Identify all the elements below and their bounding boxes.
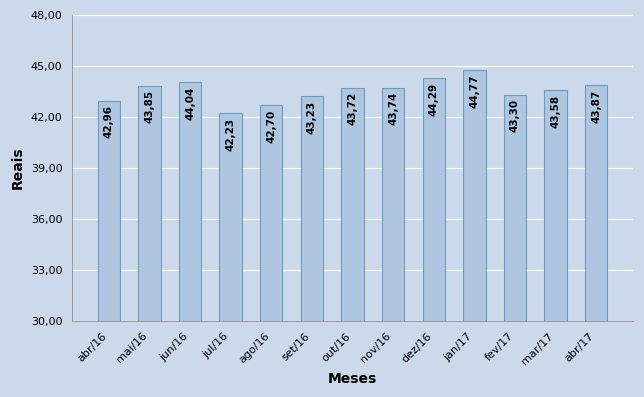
X-axis label: Meses: Meses <box>328 372 377 386</box>
Text: 44,77: 44,77 <box>469 74 479 108</box>
Bar <box>544 90 567 321</box>
Text: 43,23: 43,23 <box>307 100 317 133</box>
Text: 42,23: 42,23 <box>225 118 236 150</box>
Bar <box>341 88 364 321</box>
Text: 44,04: 44,04 <box>185 87 195 120</box>
Text: 44,29: 44,29 <box>429 83 439 116</box>
Bar <box>382 87 404 321</box>
Bar <box>138 86 160 321</box>
Text: 43,74: 43,74 <box>388 92 398 125</box>
Bar <box>301 96 323 321</box>
Bar <box>220 113 242 321</box>
Text: 43,30: 43,30 <box>510 99 520 132</box>
Text: 43,85: 43,85 <box>144 90 155 123</box>
Text: 43,87: 43,87 <box>591 90 601 123</box>
Text: 42,96: 42,96 <box>104 105 114 138</box>
Bar <box>260 105 283 321</box>
Bar <box>179 83 201 321</box>
Text: 43,72: 43,72 <box>348 92 357 125</box>
Text: 42,70: 42,70 <box>266 110 276 143</box>
Bar <box>422 78 445 321</box>
Text: 43,58: 43,58 <box>551 94 561 127</box>
Bar <box>463 70 486 321</box>
Bar <box>585 85 607 321</box>
Y-axis label: Reais: Reais <box>11 147 25 189</box>
Bar <box>98 101 120 321</box>
Bar <box>504 95 526 321</box>
